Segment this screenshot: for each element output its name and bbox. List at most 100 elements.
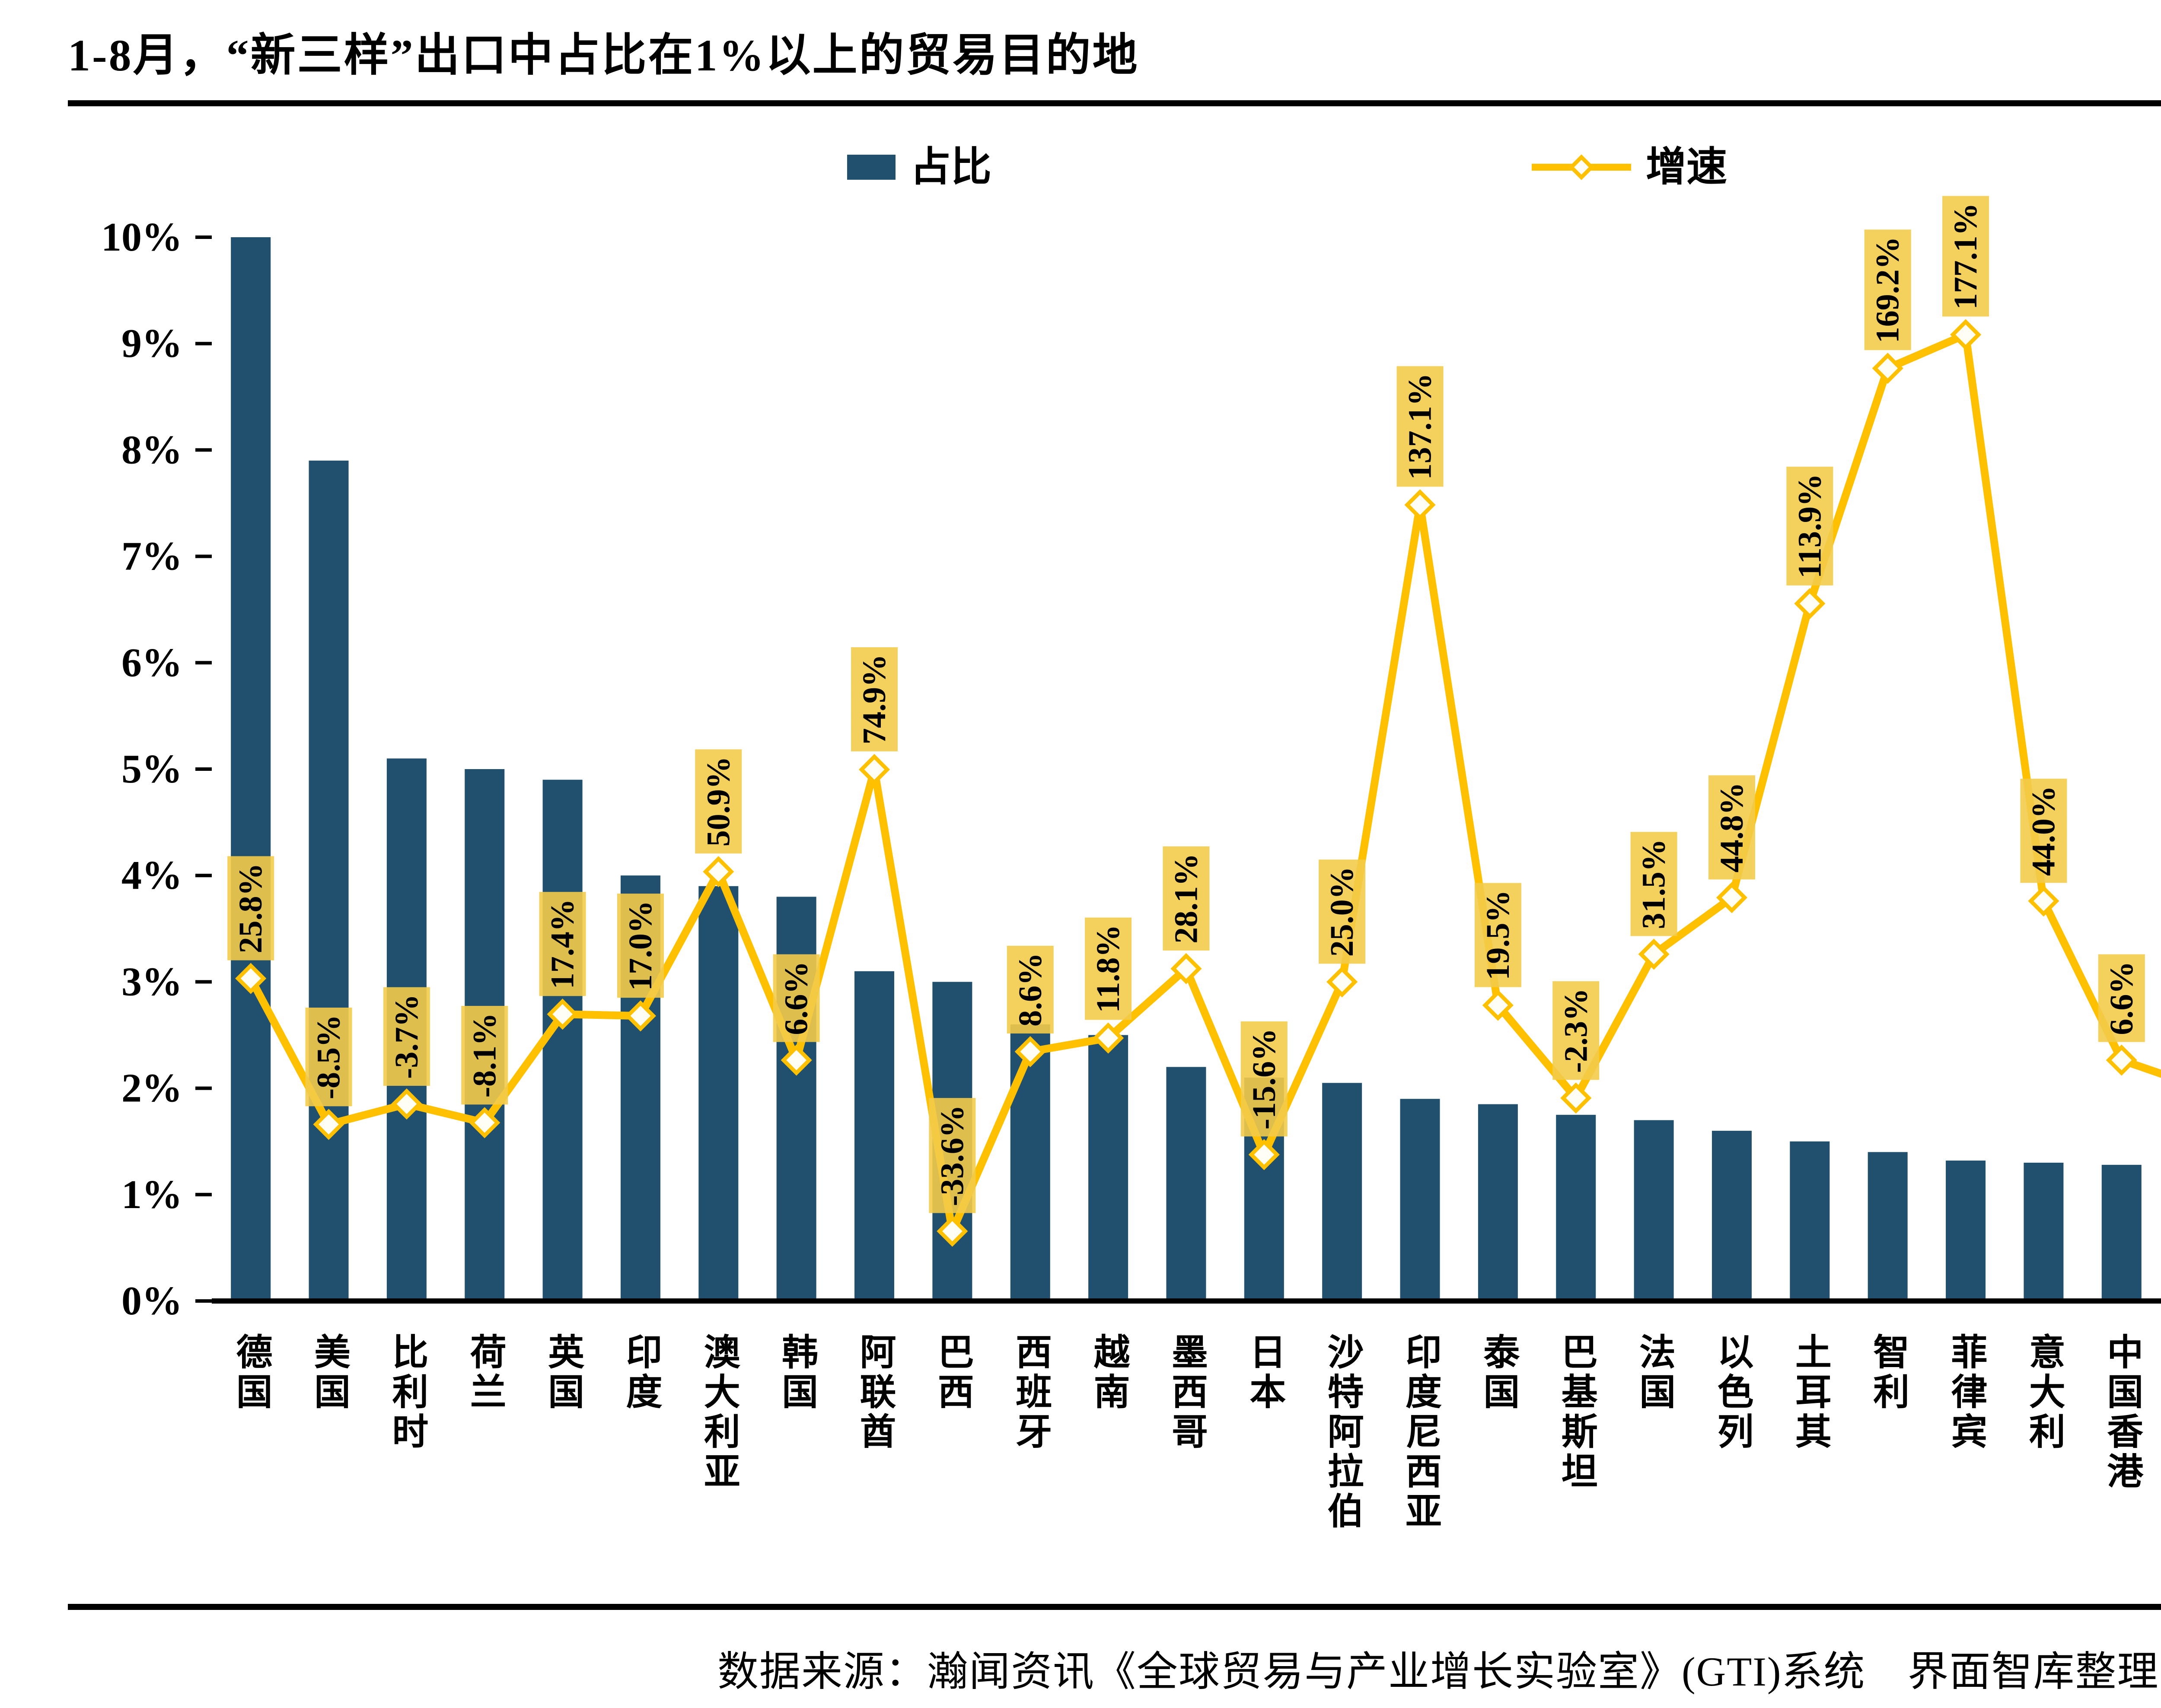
growth-value-label: -8.5% [305, 1007, 352, 1107]
growth-value-bg [383, 987, 430, 1086]
bar [1556, 1115, 1596, 1301]
growth-marker-icon [1716, 882, 1748, 913]
growth-value-label: 8.6% [1007, 945, 1054, 1034]
growth-marker-icon [703, 856, 734, 887]
growth-value-bg [2098, 954, 2145, 1042]
growth-value-text: 50.9% [700, 756, 736, 846]
growth-value-text: 8.6% [1012, 953, 1049, 1027]
growth-value-label: 25.8% [227, 856, 274, 961]
bar [1010, 1024, 1050, 1301]
growth-marker-icon [1794, 588, 1826, 619]
bar [1634, 1120, 1674, 1301]
growth-marker-icon [1482, 989, 1514, 1021]
growth-marker-icon [469, 1107, 500, 1139]
growth-value-label: 177.1% [1942, 196, 1989, 317]
left-axis-label: 5% [121, 747, 182, 792]
growth-value-label: 19.5% [1474, 883, 1521, 987]
bar [1322, 1083, 1362, 1301]
growth-value-text: 137.1% [1402, 373, 1438, 480]
growth-value-text: 28.1% [1168, 853, 1204, 944]
growth-marker-icon [625, 1000, 657, 1032]
growth-marker-icon [781, 1044, 812, 1076]
growth-marker-icon [235, 963, 267, 994]
legend-item-share: 占比 [847, 147, 991, 188]
left-axis-label: 0% [121, 1279, 182, 1323]
growth-value-label: -33.6% [929, 1098, 976, 1213]
growth-marker-icon [547, 999, 578, 1030]
growth-value-bg [851, 647, 898, 751]
growth-marker-icon [1404, 489, 1436, 521]
growth-value-bg [1240, 1021, 1288, 1137]
left-axis-label: 4% [121, 853, 182, 898]
bar [1790, 1141, 1830, 1301]
legend-growth-label: 增速 [1646, 145, 1728, 190]
left-axis-label: 7% [121, 534, 182, 579]
growth-marker-icon [1093, 1022, 1124, 1054]
bottom-divider [68, 1604, 2161, 1610]
growth-value-text: 74.9% [856, 654, 892, 744]
growth-value-text: 11.8% [1090, 925, 1126, 1013]
growth-value-text: 19.5% [1480, 890, 1516, 980]
left-axis-label: 3% [121, 959, 182, 1004]
source-note: 数据来源：瀚闻资讯《全球贸易与产业增长实验室》(GTI)系统 界面智库整理 [717, 1649, 2159, 1695]
legend-share-label: 占比 [910, 145, 992, 190]
growth-value-label: -8.1% [461, 1006, 508, 1105]
growth-value-bg [1163, 846, 1210, 951]
growth-value-text: -33.6% [934, 1105, 970, 1206]
growth-value-text: -8.5% [311, 1015, 347, 1099]
growth-marker-icon [391, 1088, 422, 1120]
growth-value-text: 44.0% [2025, 786, 2062, 876]
growth-marker-icon [1014, 1036, 1046, 1067]
growth-value-text: 6.6% [778, 961, 815, 1035]
growth-marker-icon [1560, 1082, 1592, 1114]
growth-marker-icon [858, 754, 890, 786]
growth-value-label: 50.9% [695, 749, 742, 854]
left-axis-label: 10% [101, 215, 182, 260]
bar [1088, 1035, 1128, 1301]
growth-value-text: -15.6% [1246, 1028, 1282, 1129]
growth-marker-icon [1326, 966, 1358, 998]
growth-value-bg [1396, 366, 1444, 487]
growth-marker-icon [1170, 953, 1202, 984]
left-axis-label: 1% [121, 1172, 182, 1217]
growth-value-bg [1552, 981, 1600, 1080]
growth-value-bg [1942, 196, 1989, 317]
growth-value-label: 11.8% [1085, 917, 1132, 1020]
growth-value-label: -3.7% [383, 987, 430, 1086]
growth-value-label: 74.9% [851, 647, 898, 751]
growth-value-bg [929, 1098, 976, 1213]
growth-value-bg [461, 1006, 508, 1105]
growth-value-text: -8.1% [466, 1013, 503, 1097]
bar [1868, 1152, 1908, 1301]
growth-value-bg [1474, 883, 1521, 987]
growth-value-text: 6.6% [2104, 961, 2140, 1035]
growth-line-icon [1532, 154, 1632, 181]
bar [1712, 1131, 1752, 1301]
growth-value-bg [1085, 917, 1132, 1020]
growth-value-text: 25.0% [1324, 866, 1360, 957]
growth-value-label: 6.6% [2098, 954, 2145, 1042]
legend: 占比 增速 [847, 147, 1727, 188]
left-axis-label: 6% [121, 640, 182, 685]
growth-value-label: 169.2% [1864, 229, 1911, 350]
growth-value-label: 113.9% [1786, 467, 1833, 585]
growth-value-bg [305, 1007, 352, 1107]
left-axis-label: 9% [121, 321, 182, 366]
growth-value-text: 25.8% [233, 863, 269, 954]
growth-value-label: 28.1% [1163, 846, 1210, 951]
bar [1166, 1067, 1206, 1301]
growth-value-bg [539, 892, 586, 996]
growth-marker-icon [937, 1215, 968, 1247]
growth-value-label: 25.0% [1319, 859, 1366, 964]
growth-value-text: -2.3% [1558, 988, 1594, 1073]
growth-value-label: 6.6% [773, 954, 820, 1042]
bar [542, 779, 583, 1301]
growth-marker-icon [1950, 319, 1982, 350]
growth-value-text: 169.2% [1870, 236, 1906, 343]
bar [2024, 1162, 2064, 1301]
left-axis-label: 8% [121, 427, 182, 472]
growth-value-label: 137.1% [1396, 366, 1444, 487]
growth-value-label: 44.8% [1708, 775, 1755, 880]
